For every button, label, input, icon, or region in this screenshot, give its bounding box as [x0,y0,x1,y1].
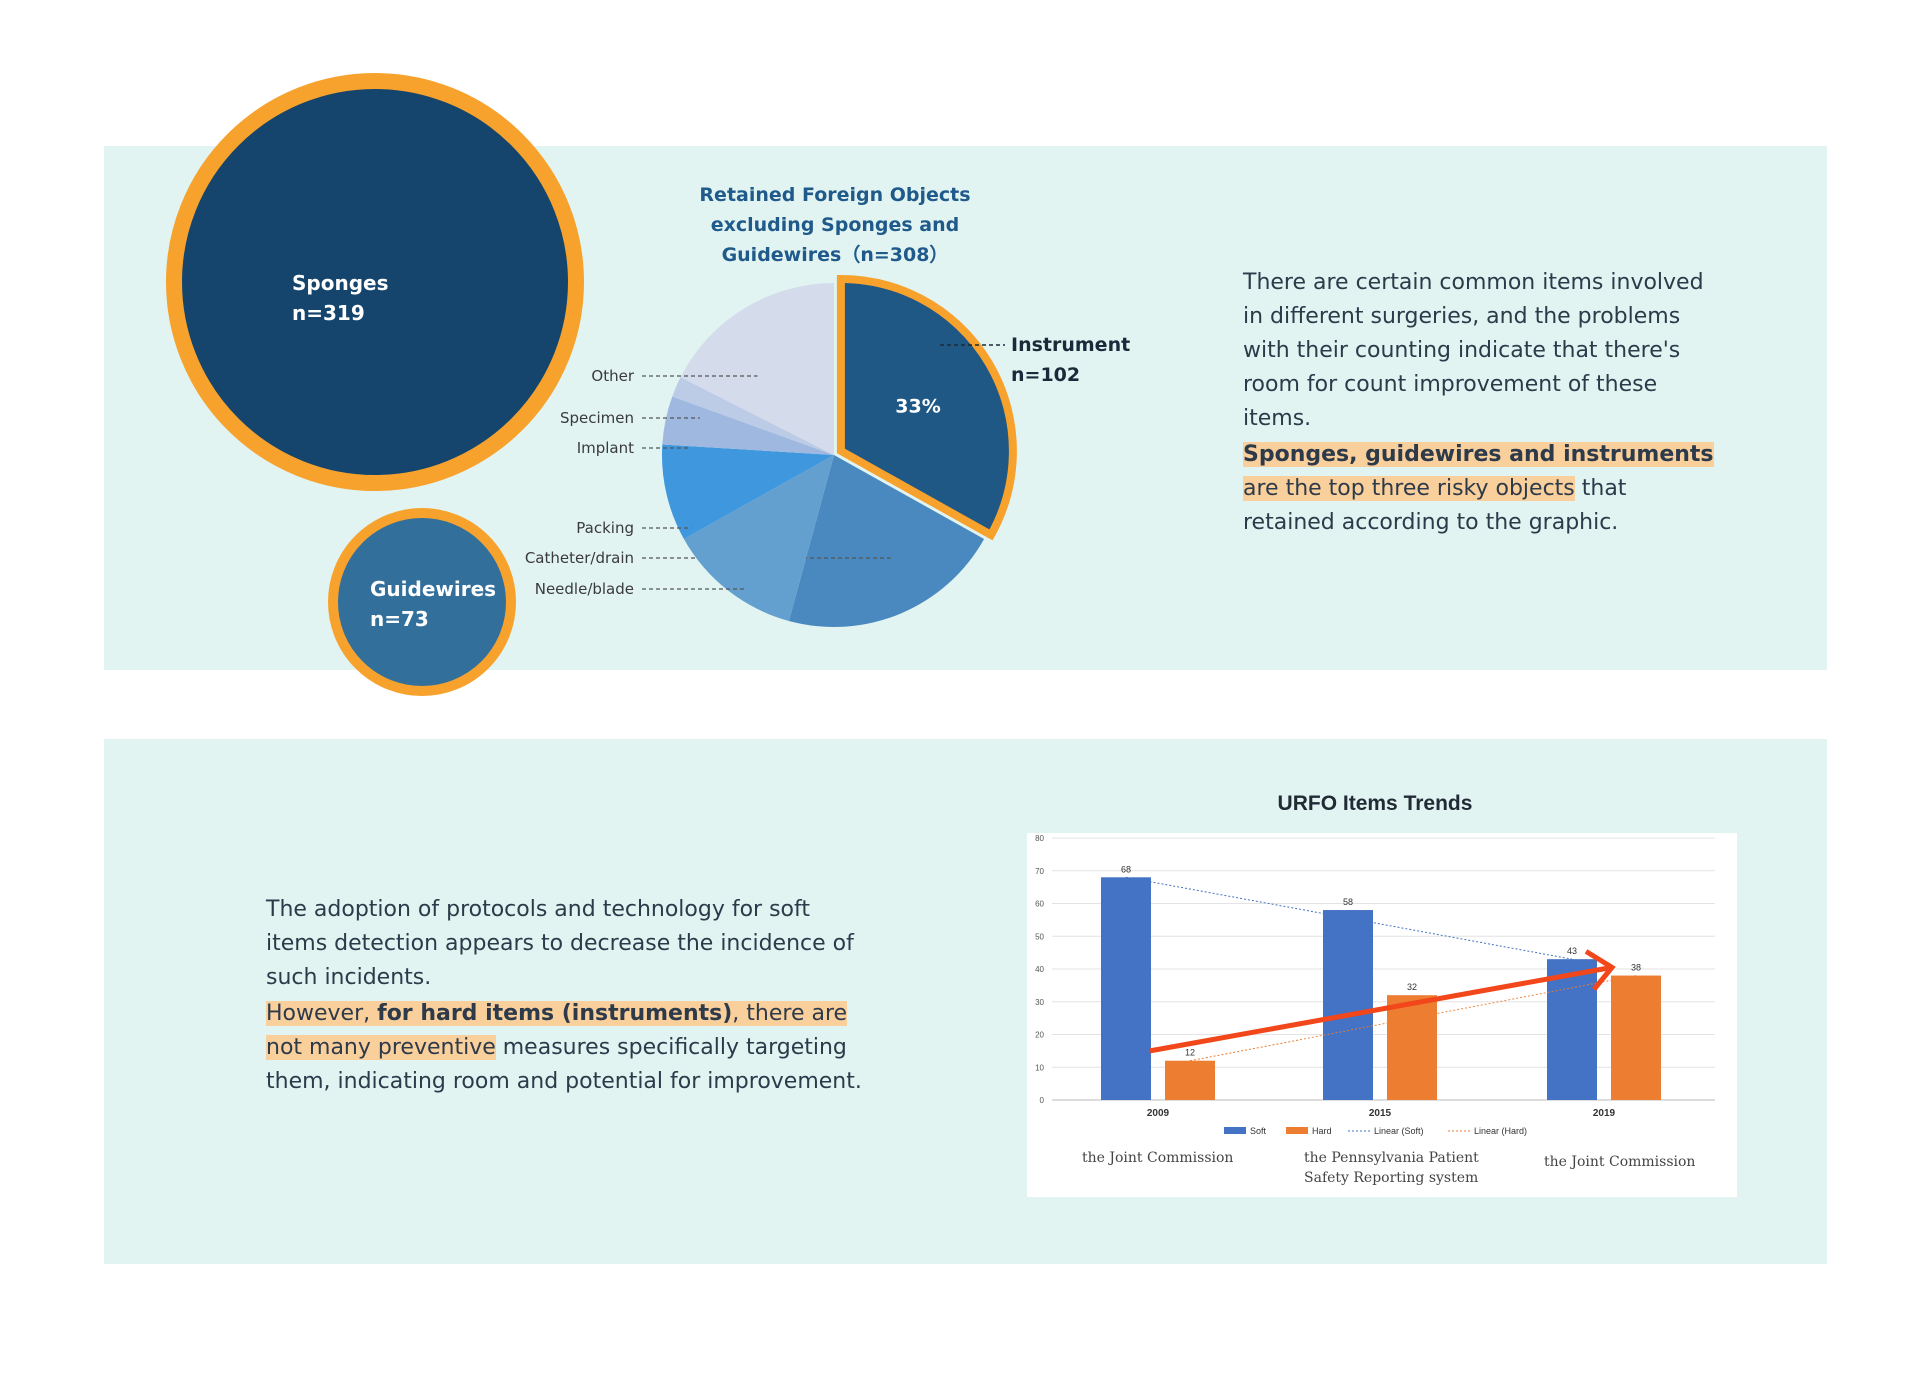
x-tick-label: 2015 [1369,1108,1392,1119]
source-2015: the Pennsylvania Patient Safety Reportin… [1304,1148,1479,1188]
pie-title: Retained Foreign Objects excluding Spong… [680,180,990,270]
pie-percent-label: 33% [895,396,940,418]
y-tick-label: 60 [1035,900,1044,909]
guidewires-label: Guidewires n=73 [370,574,496,634]
guidewires-bubble [328,508,516,696]
trendline-soft [1125,876,1573,960]
legend-label-hard: Hard [1312,1126,1332,1136]
pie-label-other: Other [591,367,634,385]
bar-soft-2015 [1323,910,1373,1100]
bar-value-label: 12 [1185,1048,1195,1058]
pie-slice-other [680,283,834,455]
y-tick-label: 70 [1035,867,1044,876]
legend-swatch-hard [1286,1127,1308,1134]
top-paragraph-2-rest: that retained according to the graphic. [1243,476,1627,535]
pie-label-instrument-count: n=102 [1011,364,1080,386]
pie-label-packing: Packing [576,519,634,537]
pie-label-specimen: Specimen [560,409,634,427]
trend-arrow-head [1584,949,1616,991]
top-description: There are certain common items involved … [1243,266,1723,540]
bar-value-label: 32 [1407,982,1417,992]
pie-slice-needle-blade [683,455,834,621]
top-paragraph-1: There are certain common items involved … [1243,270,1704,431]
top-highlight-bold: Sponges, guidewires and instruments [1243,442,1714,467]
pie-slice-specimen [672,377,834,455]
x-tick-label: 2019 [1593,1108,1616,1119]
y-tick-label: 30 [1035,998,1044,1007]
bar-value-label: 68 [1121,864,1131,874]
pie-label-implant: Implant [577,439,634,457]
pie-title-line: Guidewires（n=308） [721,244,949,266]
top-highlight-text: are the top three risky objects [1243,476,1575,501]
pie-title-line: excluding Sponges and [710,214,960,236]
pie-slice-catheter-drain [788,455,985,627]
y-tick-label: 0 [1040,1096,1045,1105]
legend-swatch-soft [1224,1127,1246,1134]
pie-slice-packing [662,444,834,539]
sponges-label: Sponges n=319 [292,268,388,328]
bottom-paragraph-2: However, for hard items (instruments), t… [266,997,866,1099]
bottom-paragraph-2-rest: measures specifically targeting them, in… [266,1035,862,1094]
top-paragraph-2: Sponges, guidewires and instruments are … [1243,438,1723,540]
bar-value-label: 38 [1631,963,1641,973]
bar-hard-2015 [1387,995,1437,1100]
sponges-name: Sponges [292,271,389,295]
y-tick-label: 40 [1035,965,1044,974]
pie-title-line: Retained Foreign Objects [699,184,971,206]
y-tick-label: 20 [1035,1031,1044,1040]
guidewires-count: n=73 [370,607,429,631]
pie-label-needle-blade: Needle/blade [535,580,634,598]
y-tick-label: 80 [1035,834,1044,843]
bar-hard-2019 [1611,975,1661,1100]
trend-arrow [1149,964,1613,1054]
sponges-count: n=319 [292,301,365,325]
bottom-description: The adoption of protocols and technology… [266,893,866,1099]
guidewires-name: Guidewires [370,577,497,601]
y-tick-label: 10 [1035,1063,1044,1072]
bar-hard-2009 [1165,1060,1215,1100]
bar-value-label: 43 [1567,946,1577,956]
x-tick-label: 2009 [1147,1108,1170,1119]
legend-label-soft: Soft [1250,1126,1267,1136]
source-2015-line: Safety Reporting system [1304,1170,1479,1186]
source-2015-line: the Pennsylvania Patient [1304,1150,1479,1166]
y-tick-label: 50 [1035,932,1044,941]
pie-label-instrument: Instrument [1011,334,1130,356]
source-2019: the Joint Commission [1544,1154,1696,1170]
bar-soft-2019 [1547,959,1597,1100]
pie-label-catheter-drain: Catheter/drain [525,549,634,567]
bottom-highlight-bold: for hard items (instruments) [377,1001,733,1026]
bar-soft-2009 [1101,877,1151,1100]
bottom-paragraph-1: The adoption of protocols and technology… [266,897,854,990]
legend-label-trendline: Linear (Hard) [1474,1126,1527,1136]
bottom-highlight-a: However, [266,1001,378,1026]
bar-chart-title: URFO Items Trends [1277,792,1473,815]
legend-label-trendline: Linear (Soft) [1374,1126,1424,1136]
pie-slice-implant [662,396,834,455]
pie-slice-instrument [836,274,1017,541]
bar-value-label: 58 [1343,897,1353,907]
source-2009: the Joint Commission [1082,1150,1234,1166]
